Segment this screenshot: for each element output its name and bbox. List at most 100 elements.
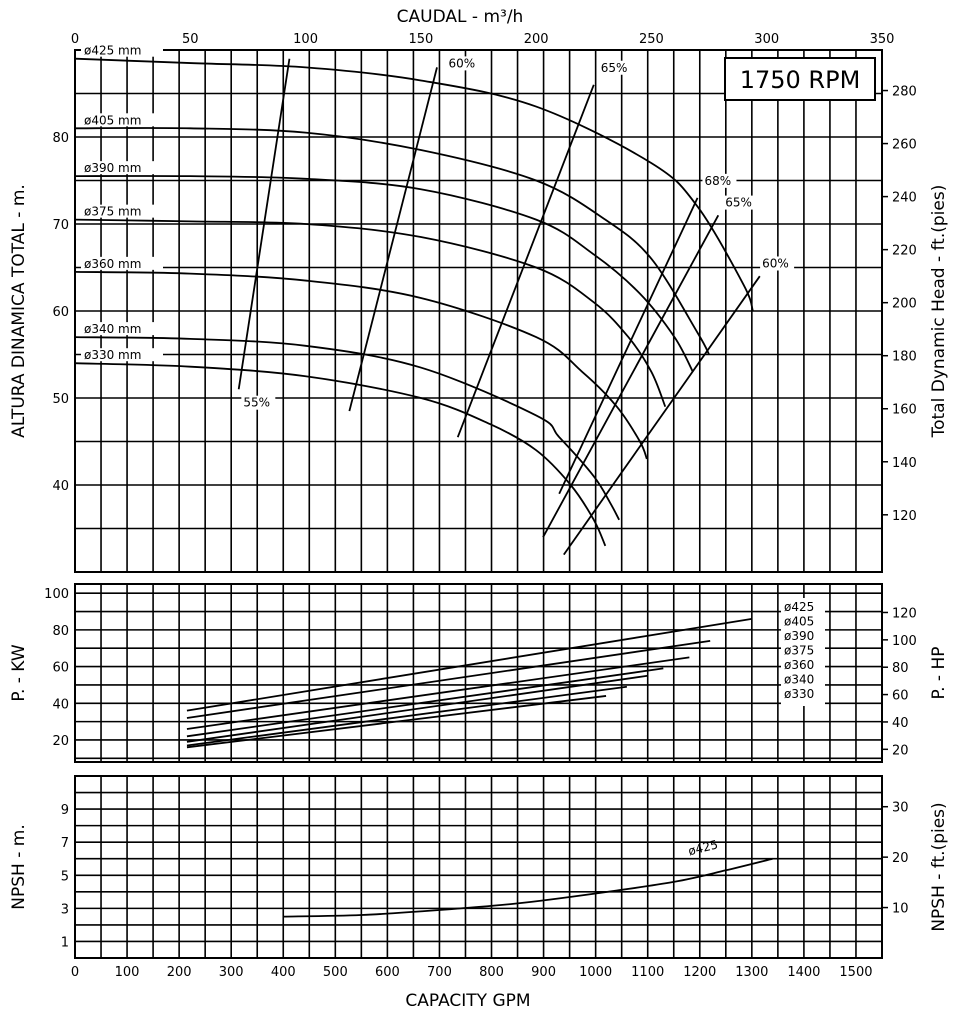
efficiency-label-bg	[598, 60, 633, 75]
bottom-axis-title: CAPACITY GPM	[405, 991, 530, 1011]
head-curve-label: ø375 mm	[84, 205, 141, 219]
head-curve-4	[74, 270, 648, 460]
bottom-tick-label: 0	[71, 965, 79, 980]
top-tick-label: 350	[870, 32, 895, 47]
npsh-line-0	[283, 857, 773, 918]
top-tick-label: 100	[293, 32, 318, 47]
npsh-line-label: ø425	[687, 837, 720, 858]
power-grid	[74, 583, 883, 763]
power-legend-bg	[781, 598, 825, 706]
power-ytick-label: 80	[52, 624, 69, 639]
head-curve-label: ø360 mm	[84, 257, 141, 271]
npsh-ytick-right-label: 30	[892, 801, 909, 816]
top-tick-label: 200	[524, 32, 549, 47]
head-label-bg	[81, 204, 163, 218]
npsh-grid	[74, 775, 883, 959]
npsh-ytick-label: 5	[61, 869, 69, 884]
bottom-tick-label: 1000	[579, 965, 612, 980]
rpm-box	[724, 57, 876, 101]
efficiency-label-bg	[446, 56, 481, 71]
head-curve-label: ø340 mm	[84, 322, 141, 336]
efficiency-label: 65%	[725, 196, 752, 210]
efficiency-label: 55%	[243, 396, 270, 410]
power-ylabel-right: P. - HP	[929, 647, 949, 700]
head-ytick-right-label: 280	[892, 85, 917, 100]
head-label-bg	[81, 256, 163, 270]
power-ytick-label: 40	[52, 697, 69, 712]
head-ytick-label: 80	[52, 131, 69, 146]
power-line-label: ø360	[784, 658, 814, 672]
efficiency-line-5	[563, 275, 761, 556]
bottom-tick-label: 600	[375, 965, 400, 980]
efficiency-label: 68%	[704, 174, 731, 188]
top-axis-title: CAUDAL - m³/h	[397, 7, 524, 27]
power-ytick-right-label: 100	[892, 634, 917, 649]
head-ytick-right-label: 180	[892, 350, 917, 365]
top-tick-label: 0	[71, 32, 79, 47]
power-line-2	[186, 656, 690, 730]
efficiency-label-bg	[723, 195, 758, 210]
bottom-tick-label: 700	[427, 965, 452, 980]
head-curve-3	[74, 218, 667, 408]
top-tick-label: 150	[408, 32, 433, 47]
power-line-label: ø390	[784, 629, 814, 643]
head-ytick-label: 40	[52, 479, 69, 494]
power-ytick-right-label: 120	[892, 606, 917, 621]
efficiency-label-bg	[241, 395, 276, 410]
head-ytick-right-label: 240	[892, 191, 917, 206]
bottom-tick-label: 1500	[839, 965, 872, 980]
rpm-label: 1750 RPM	[740, 66, 861, 94]
head-ytick-label: 60	[52, 305, 69, 320]
power-line-label: ø340	[784, 673, 814, 687]
top-tick-label: 50	[182, 32, 199, 47]
head-label-bg	[81, 322, 163, 336]
efficiency-label: 65%	[601, 61, 628, 75]
efficiency-line-0	[237, 58, 291, 390]
npsh-ytick-label: 9	[61, 803, 69, 818]
head-label-bg	[81, 113, 163, 127]
efficiency-line-4	[542, 214, 720, 538]
power-line-0	[186, 617, 752, 712]
efficiency-label: 60%	[449, 56, 476, 70]
efficiency-line-2	[456, 84, 595, 438]
head-ytick-right-label: 120	[892, 509, 917, 524]
npsh-ytick-label: 7	[61, 836, 69, 851]
bottom-tick-label: 800	[479, 965, 504, 980]
power-line-label: ø375	[784, 644, 814, 658]
head-ytick-right-label: 140	[892, 456, 917, 471]
power-ytick-label: 60	[52, 661, 69, 676]
head-curve-label: ø405 mm	[84, 113, 141, 127]
head-ylabel: ALTURA DINAMICA TOTAL - m.	[9, 184, 29, 438]
top-tick-label: 250	[639, 32, 664, 47]
top-tick-label: 300	[754, 32, 779, 47]
power-ytick-label: 20	[52, 734, 69, 749]
power-line-label: ø405	[784, 615, 814, 629]
efficiency-label: 60%	[762, 257, 789, 271]
efficiency-line-3	[558, 197, 699, 495]
bottom-tick-label: 1200	[683, 965, 716, 980]
bottom-tick-label: 900	[531, 965, 556, 980]
head-curve-label: ø425 mm	[84, 44, 141, 58]
head-ytick-right-label: 200	[892, 297, 917, 312]
head-label-bg	[81, 348, 163, 362]
head-curve-5	[74, 336, 620, 521]
npsh-ylabel: NPSH - m.	[9, 824, 29, 909]
bottom-tick-label: 200	[167, 965, 192, 980]
power-hgrid	[75, 592, 882, 760]
head-label-bg	[81, 43, 163, 57]
npsh-ytick-label: 3	[61, 902, 69, 917]
npsh-hgrid	[75, 791, 882, 943]
npsh-ytick-right-label: 20	[892, 851, 909, 866]
bottom-tick-label: 500	[323, 965, 348, 980]
power-ytick-right-label: 60	[892, 689, 909, 704]
head-curve-2	[74, 175, 694, 373]
power-ytick-right-label: 40	[892, 716, 909, 731]
head-curve-6	[74, 362, 607, 547]
head-label-bg	[81, 161, 163, 175]
head-curve-label: ø390 mm	[84, 161, 141, 175]
head-curve-1	[74, 127, 710, 355]
head-ylabel-right: Total Dynamic Head - ft.(pies)	[929, 185, 949, 439]
npsh-ylabel-right: NPSH - ft.(pies)	[929, 802, 949, 931]
